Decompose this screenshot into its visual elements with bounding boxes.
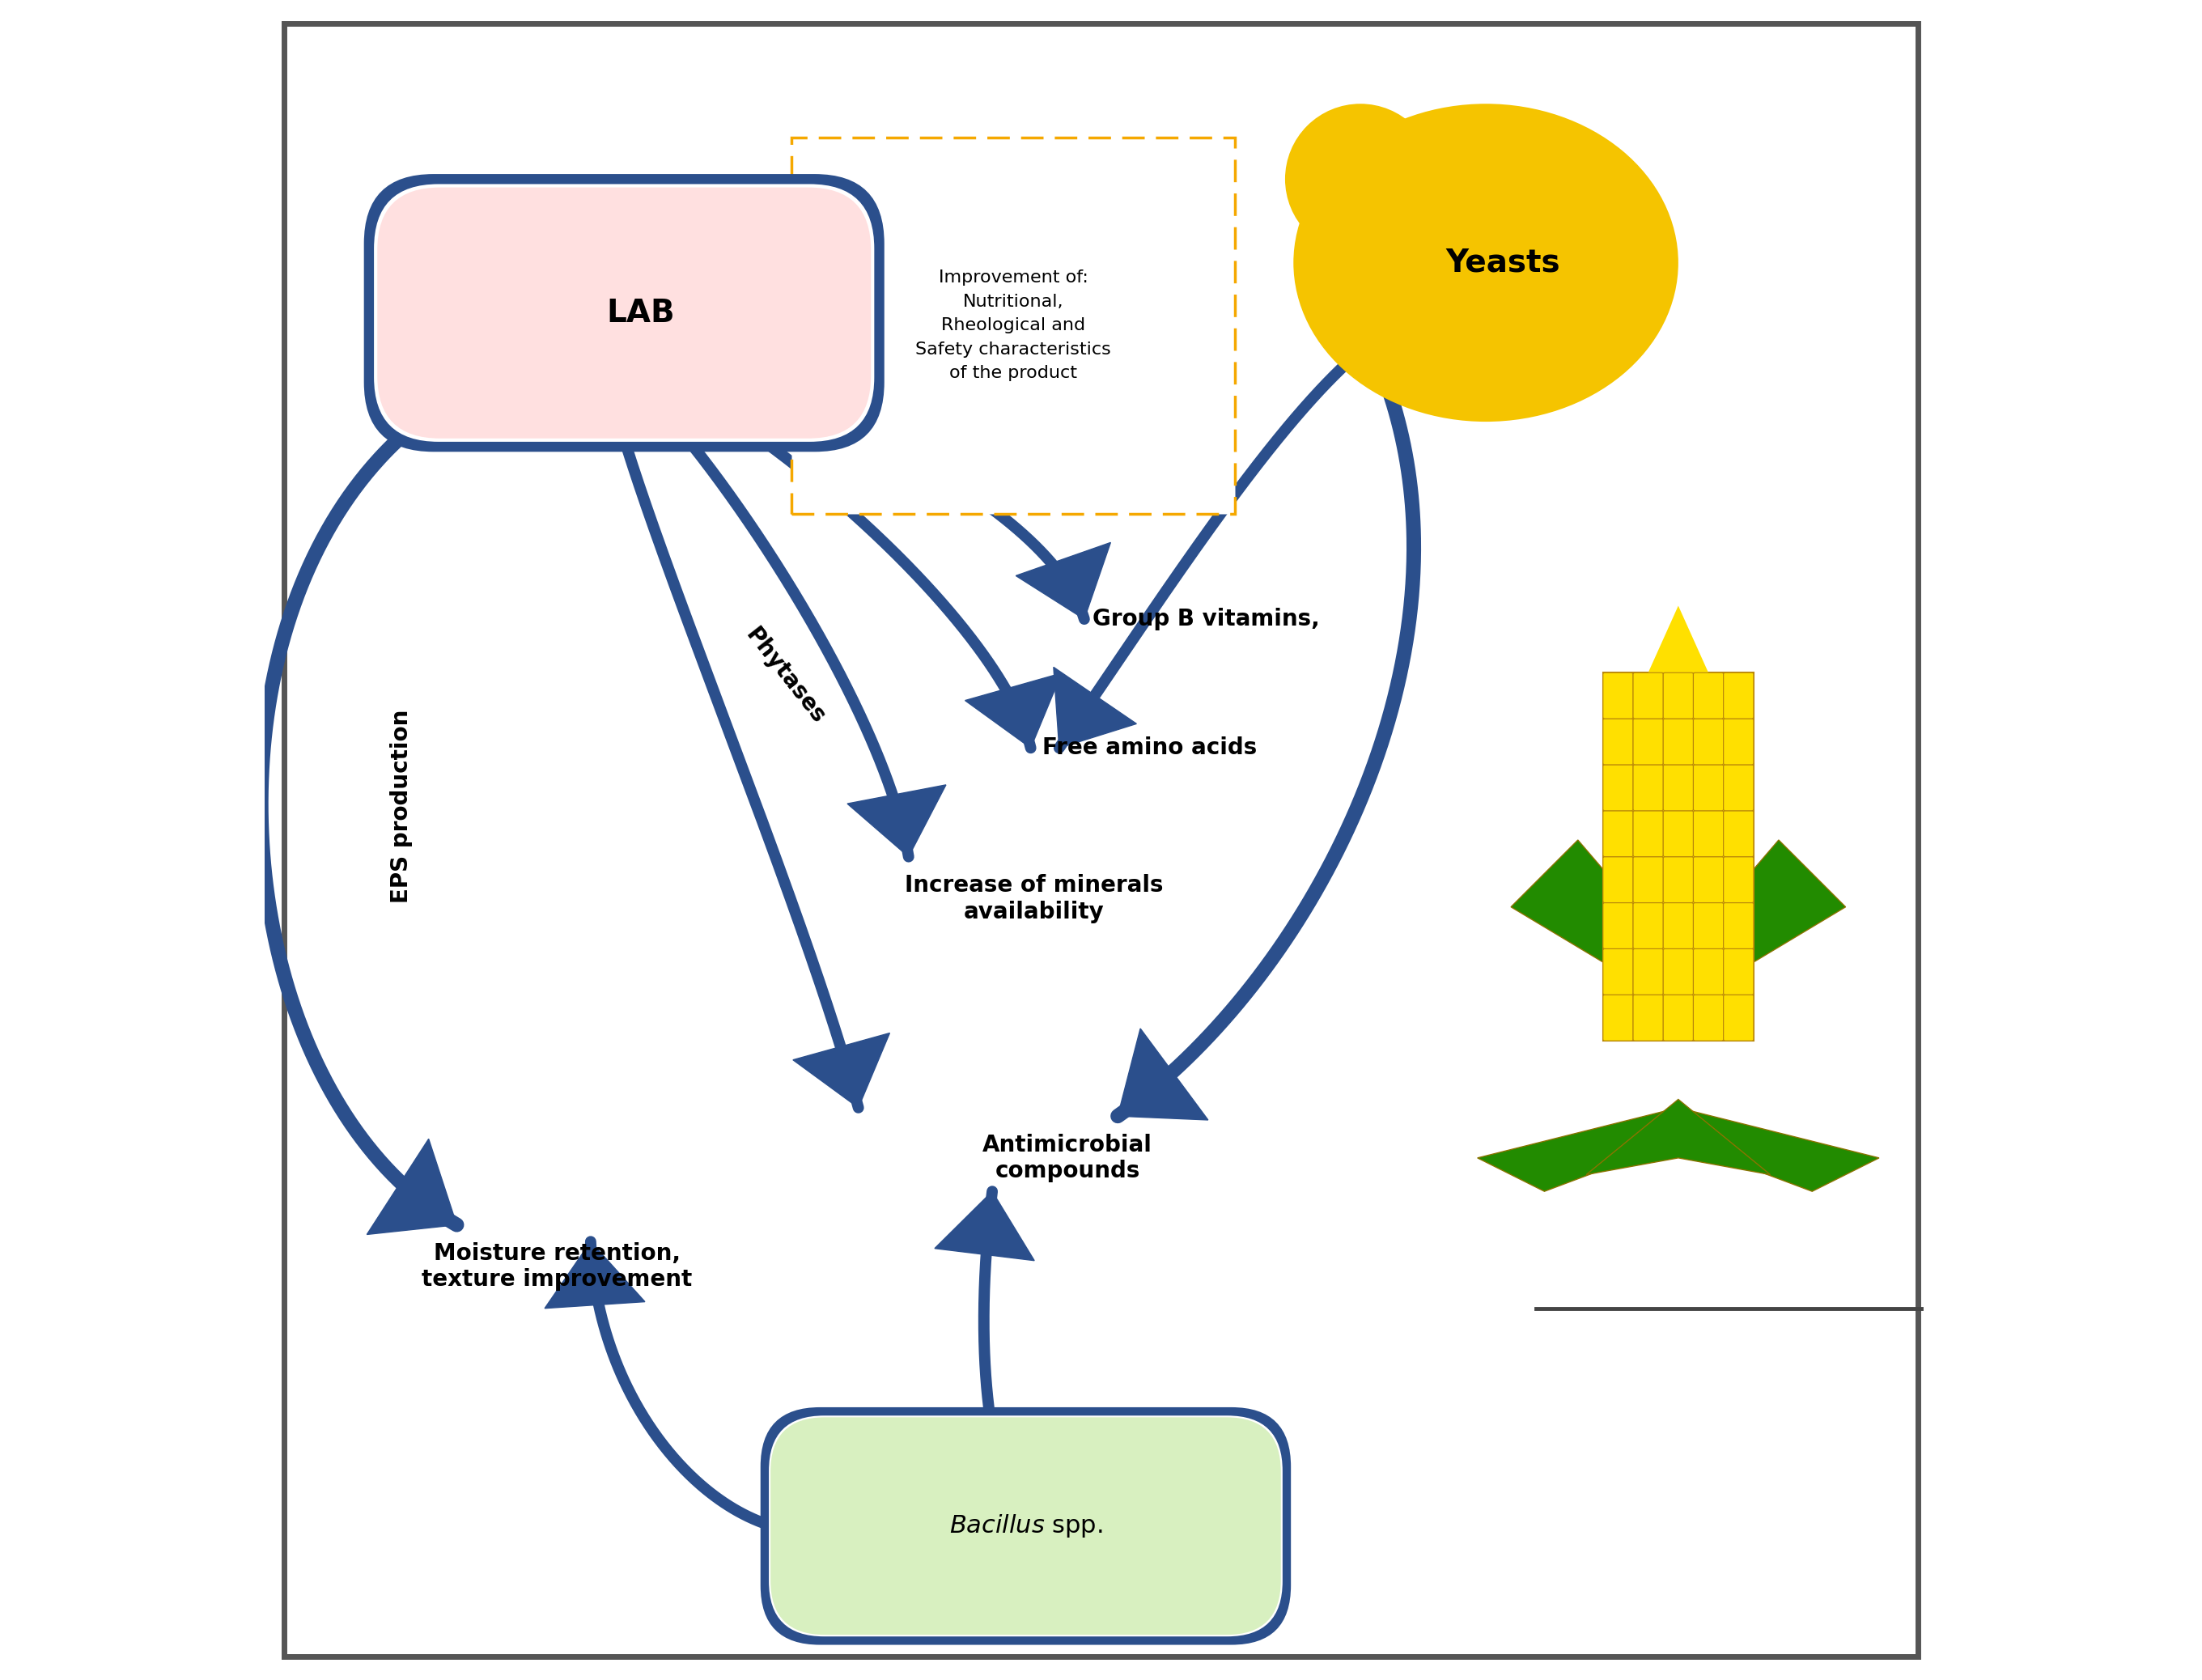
Text: LAB: LAB (606, 297, 676, 328)
Polygon shape (1119, 1028, 1209, 1121)
FancyBboxPatch shape (1663, 764, 1693, 811)
FancyBboxPatch shape (1663, 857, 1693, 902)
FancyBboxPatch shape (1693, 857, 1724, 902)
Polygon shape (934, 1191, 1035, 1260)
FancyBboxPatch shape (1603, 764, 1634, 811)
FancyBboxPatch shape (1634, 719, 1663, 764)
FancyBboxPatch shape (771, 1418, 1282, 1635)
FancyBboxPatch shape (284, 24, 1918, 1656)
FancyBboxPatch shape (377, 188, 872, 438)
Text: EPS production: EPS production (390, 709, 412, 904)
FancyBboxPatch shape (1724, 811, 1753, 857)
FancyBboxPatch shape (1634, 902, 1663, 949)
FancyBboxPatch shape (1634, 995, 1663, 1042)
Polygon shape (1678, 1107, 1878, 1191)
Circle shape (1286, 104, 1436, 254)
Text: Group B vitamins,: Group B vitamins, (1092, 608, 1319, 630)
FancyBboxPatch shape (1634, 949, 1663, 995)
Text: Antimicrobial
compounds: Antimicrobial compounds (982, 1134, 1152, 1183)
FancyBboxPatch shape (374, 185, 874, 442)
FancyBboxPatch shape (1634, 764, 1663, 811)
FancyBboxPatch shape (1724, 995, 1753, 1042)
FancyBboxPatch shape (1634, 857, 1663, 902)
FancyBboxPatch shape (363, 175, 885, 452)
Text: Yeasts: Yeasts (1445, 247, 1559, 279)
FancyBboxPatch shape (1693, 811, 1724, 857)
Polygon shape (368, 1139, 456, 1235)
Polygon shape (1511, 840, 1678, 1008)
Bar (1603, 672, 1753, 1042)
FancyBboxPatch shape (1603, 672, 1634, 719)
Polygon shape (1015, 543, 1110, 620)
FancyBboxPatch shape (1724, 902, 1753, 949)
FancyBboxPatch shape (1693, 949, 1724, 995)
FancyBboxPatch shape (1693, 719, 1724, 764)
FancyBboxPatch shape (1603, 949, 1634, 995)
Text: Moisture retention,
texture improvement: Moisture retention, texture improvement (423, 1242, 691, 1292)
FancyBboxPatch shape (1634, 672, 1663, 719)
FancyBboxPatch shape (1693, 764, 1724, 811)
Polygon shape (1647, 606, 1709, 672)
FancyBboxPatch shape (768, 1416, 1282, 1636)
FancyBboxPatch shape (1634, 811, 1663, 857)
Ellipse shape (1293, 104, 1678, 422)
Polygon shape (793, 1033, 890, 1107)
Polygon shape (1053, 667, 1136, 748)
FancyBboxPatch shape (1693, 995, 1724, 1042)
FancyBboxPatch shape (1663, 949, 1693, 995)
Text: Increase of minerals
availability: Increase of minerals availability (905, 874, 1163, 922)
FancyBboxPatch shape (1663, 811, 1693, 857)
FancyBboxPatch shape (1603, 719, 1634, 764)
Polygon shape (544, 1242, 645, 1309)
FancyBboxPatch shape (1603, 857, 1634, 902)
FancyBboxPatch shape (1603, 811, 1634, 857)
Polygon shape (964, 674, 1061, 748)
Text: Improvement of:
Nutritional,
Rheological and
Safety characteristics
of the produ: Improvement of: Nutritional, Rheological… (916, 269, 1112, 381)
FancyBboxPatch shape (1724, 857, 1753, 902)
Polygon shape (848, 785, 947, 857)
FancyBboxPatch shape (1724, 764, 1753, 811)
Bar (791, 138, 1235, 514)
FancyBboxPatch shape (1603, 902, 1634, 949)
Text: Free amino acids: Free amino acids (1042, 736, 1257, 759)
FancyBboxPatch shape (1663, 719, 1693, 764)
Polygon shape (1678, 840, 1845, 1008)
Polygon shape (1478, 1107, 1678, 1191)
FancyBboxPatch shape (1663, 672, 1693, 719)
Text: Phytases: Phytases (742, 623, 830, 727)
FancyBboxPatch shape (1663, 995, 1693, 1042)
FancyBboxPatch shape (1693, 902, 1724, 949)
FancyBboxPatch shape (760, 1408, 1290, 1645)
FancyBboxPatch shape (1603, 995, 1634, 1042)
FancyBboxPatch shape (1663, 902, 1693, 949)
Polygon shape (1585, 1099, 1770, 1174)
FancyBboxPatch shape (1693, 672, 1724, 719)
Text: $\it{Bacillus}$ spp.: $\it{Bacillus}$ spp. (949, 1512, 1103, 1539)
FancyBboxPatch shape (1724, 672, 1753, 719)
FancyBboxPatch shape (1724, 719, 1753, 764)
FancyBboxPatch shape (1724, 949, 1753, 995)
